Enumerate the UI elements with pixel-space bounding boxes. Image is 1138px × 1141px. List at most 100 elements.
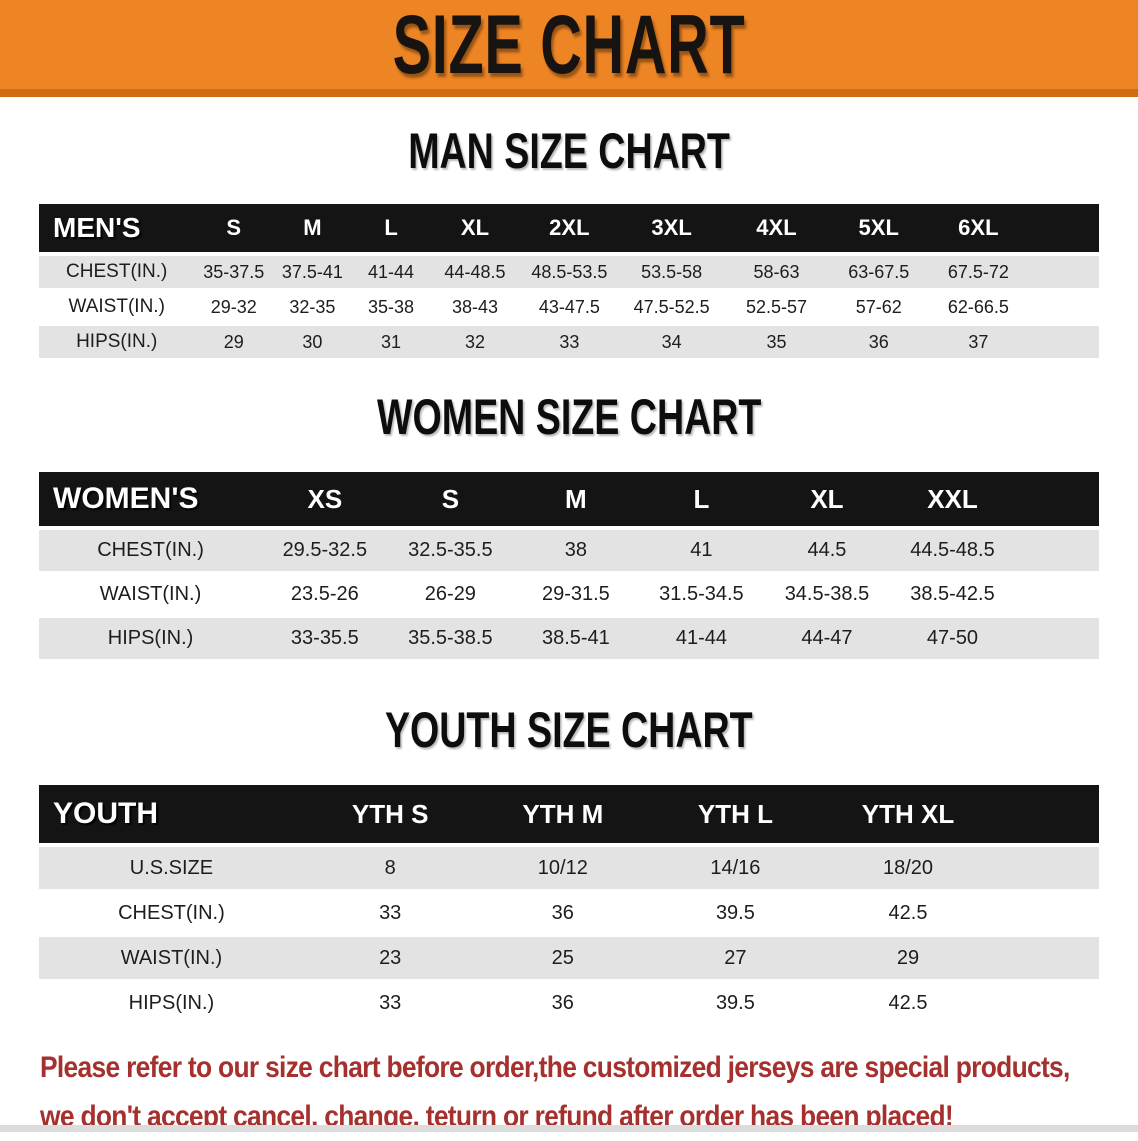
size-value: 27: [649, 937, 822, 982]
men-table-body: CHEST(IN.) 35-37.5 37.5-41 41-44 44-48.5 48.5…: [39, 256, 1099, 361]
size-value: 42.5: [821, 892, 995, 937]
men-section-heading-text: MAN SIZE CHART: [408, 122, 730, 179]
size-value: 25: [476, 937, 650, 982]
table-row: CHEST(IN.) 35-37.5 37.5-41 41-44 44-48.5 48.5…: [39, 256, 1099, 291]
women-table-header-row: WOMEN'S XS S M L XL XXL: [39, 472, 1099, 530]
size-value: 26-29: [387, 574, 514, 618]
size-value: 35.5-38.5: [387, 618, 514, 662]
row-label: WAIST(IN.): [39, 937, 304, 982]
size-value: 41-44: [638, 618, 765, 662]
youth-table-body: U.S.SIZE 8 10/12 14/16 18/20 CHEST(IN.) 33 36 39…: [39, 847, 1099, 1027]
size-column-header: XL: [430, 204, 520, 256]
men-section-heading: MAN SIZE CHART: [0, 122, 1138, 186]
size-value: 57-62: [828, 291, 929, 326]
size-column-header: YTH S: [303, 785, 477, 847]
size-value: 39.5: [649, 982, 822, 1027]
youth-section-heading-text: YOUTH SIZE CHART: [385, 701, 753, 758]
women-table-body: CHEST(IN.) 29.5-32.5 32.5-35.5 38 41 44.5 44.5…: [39, 530, 1099, 662]
size-column-header: M: [273, 204, 352, 256]
size-value: 38-43: [430, 291, 520, 326]
men-size-section: MAN SIZE CHART MEN'S S M L XL 2XL 3XL 4XL 5XL 6XL…: [0, 122, 1138, 361]
table-row: WAIST(IN.) 29-32 32-35 35-38 38-43 43-47.5 47.…: [39, 291, 1099, 326]
size-value: 53.5-58: [619, 256, 725, 291]
youth-size-table: YOUTH YTH S YTH M YTH L YTH XL U.S.SIZE 8 10/1…: [39, 785, 1099, 1027]
size-value: 36: [476, 982, 650, 1027]
size-value: 52.5-57: [724, 291, 829, 326]
women-section-heading: WOMEN SIZE CHART: [0, 389, 1138, 452]
size-value: 32: [430, 326, 520, 361]
size-value: 48.5-53.5: [519, 256, 620, 291]
size-value: 34: [619, 326, 725, 361]
row-label: WAIST(IN.): [39, 574, 263, 618]
row-label: WAIST(IN.): [39, 291, 195, 326]
size-value: 31: [351, 326, 431, 361]
size-column-header: XL: [764, 472, 890, 530]
size-column-header: 2XL: [519, 204, 620, 256]
table-corner-label: YOUTH: [39, 785, 304, 847]
size-value: 44-48.5: [430, 256, 520, 291]
size-value: 34.5-38.5: [764, 574, 890, 618]
disclaimer: Please refer to our size chart before or…: [40, 1043, 1138, 1141]
size-value: 32-35: [273, 291, 352, 326]
table-corner-label: WOMEN'S: [39, 472, 263, 530]
size-value: 37: [928, 326, 1029, 361]
size-value: 29-32: [194, 291, 274, 326]
table-row: CHEST(IN.) 29.5-32.5 32.5-35.5 38 41 44.5 44.5…: [39, 530, 1099, 574]
size-column-header: 5XL: [828, 204, 929, 256]
size-value: 29: [821, 937, 995, 982]
size-value: 14/16: [649, 847, 822, 892]
size-value: 29-31.5: [513, 574, 639, 618]
size-value: 36: [476, 892, 650, 937]
size-value: 35-37.5: [194, 256, 274, 291]
banner-title: SIZE CHART: [392, 0, 746, 91]
disclaimer-line-2: we don't accept cancel, change, teturn o…: [40, 1100, 954, 1133]
bottom-strip: [0, 1125, 1138, 1132]
size-column-header: L: [351, 204, 431, 256]
size-value: 39.5: [649, 892, 822, 937]
women-size-section: WOMEN SIZE CHART WOMEN'S XS S M L XL XXL CHEST…: [0, 389, 1138, 662]
size-value: 31.5-34.5: [638, 574, 765, 618]
table-row: WAIST(IN.) 23.5-26 26-29 29-31.5 31.5-34.5 34…: [39, 574, 1099, 618]
size-column-header: 3XL: [619, 204, 725, 256]
table-row: HIPS(IN.) 33 36 39.5 42.5: [39, 982, 1099, 1027]
size-column-header: M: [513, 472, 639, 530]
women-size-table: WOMEN'S XS S M L XL XXL CHEST(IN.) 29.5-32.5 32.…: [39, 472, 1099, 662]
size-value: 33-35.5: [262, 618, 388, 662]
size-value: 47.5-52.5: [619, 291, 725, 326]
size-column-header: L: [638, 472, 765, 530]
size-value: 23: [303, 937, 477, 982]
row-label: HIPS(IN.): [39, 326, 195, 361]
table-corner-label: MEN'S: [39, 204, 195, 256]
size-value: 42.5: [821, 982, 995, 1027]
size-value: 41-44: [351, 256, 431, 291]
table-row: HIPS(IN.) 29 30 31 32 33 34 35 36 37: [39, 326, 1099, 361]
table-row: U.S.SIZE 8 10/12 14/16 18/20: [39, 847, 1099, 892]
size-value: 35: [724, 326, 829, 361]
size-value: 38: [513, 530, 639, 574]
size-value: 44-47: [764, 618, 890, 662]
size-value: 41: [638, 530, 765, 574]
size-value: 44.5: [764, 530, 890, 574]
row-label: CHEST(IN.): [39, 892, 304, 937]
size-value: 63-67.5: [828, 256, 929, 291]
table-row: CHEST(IN.) 33 36 39.5 42.5: [39, 892, 1099, 937]
size-value: 36: [828, 326, 929, 361]
size-column-header: XS: [262, 472, 388, 530]
size-value: 18/20: [821, 847, 995, 892]
size-column-header: XXL: [889, 472, 1016, 530]
disclaimer-line-1: Please refer to our size chart before or…: [40, 1051, 1070, 1084]
size-value: 30: [273, 326, 352, 361]
size-value: 67.5-72: [928, 256, 1029, 291]
size-value: 8: [303, 847, 477, 892]
row-label: HIPS(IN.): [39, 982, 304, 1027]
size-value: 37.5-41: [273, 256, 352, 291]
size-value: 29.5-32.5: [262, 530, 388, 574]
size-value: 29: [194, 326, 274, 361]
size-value: 23.5-26: [262, 574, 388, 618]
table-row: HIPS(IN.) 33-35.5 35.5-38.5 38.5-41 41-44 44-…: [39, 618, 1099, 662]
size-value: 38.5-41: [513, 618, 639, 662]
row-label: CHEST(IN.): [39, 256, 195, 291]
size-column-header: YTH M: [476, 785, 650, 847]
size-value: 35-38: [351, 291, 431, 326]
